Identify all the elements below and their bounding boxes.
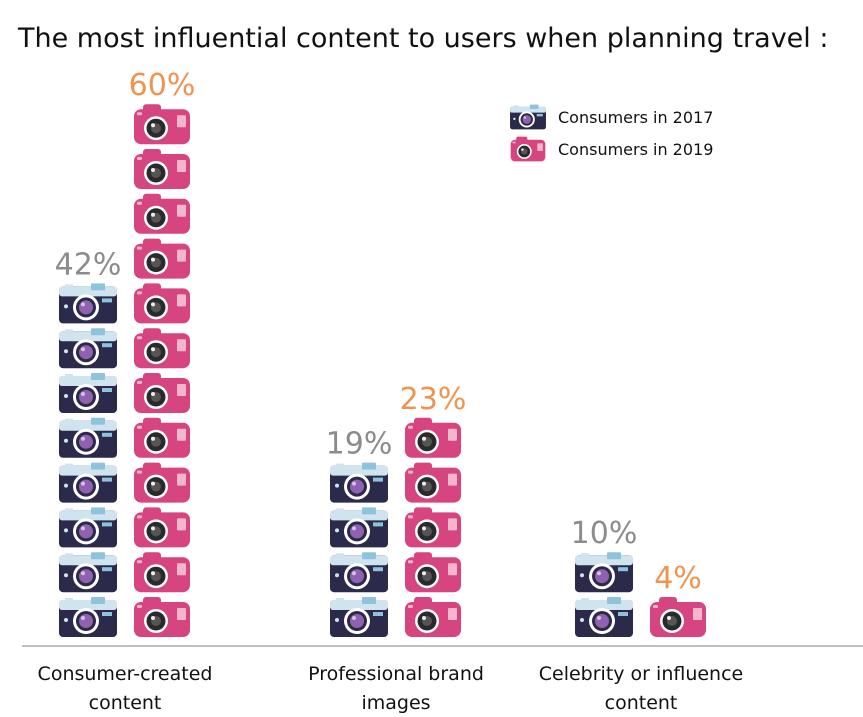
camera-icon-2017 — [330, 597, 388, 637]
chart-marks: 42% 60% 19%23% 10% 4% — [55, 68, 706, 637]
camera-icon-2019 — [405, 462, 461, 503]
camera-icon-2019 — [650, 597, 706, 637]
camera-icon-2019 — [405, 597, 461, 637]
camera-icon-2017 — [330, 507, 388, 548]
camera-icon-2019 — [134, 283, 190, 324]
camera-icon-2019 — [134, 417, 190, 458]
camera-icon-2019 — [134, 507, 190, 548]
camera-icon-2017 — [59, 283, 117, 324]
camera-icon-2019 — [134, 149, 190, 189]
category-label: content — [605, 692, 678, 714]
camera-icon-2019 — [134, 238, 190, 279]
camera-icon-2017 — [59, 507, 117, 548]
category-label: content — [89, 692, 162, 714]
camera-icon-2019 — [134, 552, 190, 593]
chart-title: The most influential content to users wh… — [17, 23, 828, 54]
data-label: 10% — [571, 516, 638, 551]
legend-camera-2017-icon — [510, 104, 546, 130]
camera-icon-2017 — [59, 597, 117, 637]
category-labels: Consumer-created content Professional bran… — [38, 663, 744, 714]
camera-icon-2019 — [405, 507, 461, 548]
legend-camera-2019-icon — [510, 136, 546, 162]
camera-icon-2017 — [59, 417, 117, 458]
category-label: Celebrity or influence — [539, 663, 743, 685]
data-label: 19% — [326, 427, 393, 462]
camera-icon-2017 — [59, 462, 117, 503]
data-label: 4% — [654, 561, 702, 596]
camera-icon-2017 — [575, 552, 633, 593]
camera-icon-2019 — [134, 462, 190, 503]
camera-icon-2017 — [59, 373, 117, 413]
camera-icon-2017 — [575, 597, 633, 637]
camera-icon-2019 — [405, 552, 461, 593]
camera-icon-2019 — [134, 597, 190, 637]
legend: Consumers in 2017 Consumers in 2019 — [510, 104, 713, 162]
legend-label-2019: Consumers in 2019 — [558, 140, 713, 159]
camera-icon-2017 — [330, 462, 388, 503]
data-label: 60% — [129, 68, 196, 103]
camera-icon-2017 — [330, 552, 388, 593]
data-label: 23% — [400, 382, 467, 417]
camera-icon-2017 — [59, 552, 117, 593]
legend-label-2017: Consumers in 2017 — [558, 108, 713, 127]
data-label: 42% — [55, 247, 122, 282]
category-label: images — [361, 692, 430, 714]
camera-icon-2019 — [405, 417, 461, 458]
camera-icon-2019 — [134, 104, 190, 145]
camera-icon-2019 — [134, 328, 190, 369]
camera-icon-2019 — [134, 193, 190, 234]
camera-icon-2019 — [134, 373, 190, 413]
camera-icon-2017 — [59, 328, 117, 369]
category-label: Professional brand — [308, 663, 484, 685]
category-label: Consumer-created — [38, 663, 213, 685]
